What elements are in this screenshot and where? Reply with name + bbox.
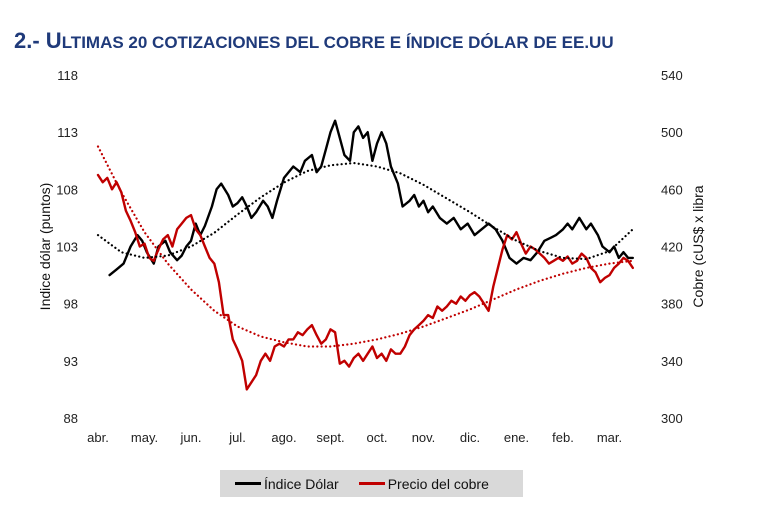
copper-price-line [96, 173, 634, 391]
y-right-tick-label: 500 [661, 125, 683, 140]
y-left-tick-label: 118 [57, 68, 78, 83]
x-tick-label: sept. [316, 430, 344, 445]
x-tick-label: nov. [412, 430, 436, 445]
y-right-tick-label: 420 [661, 240, 683, 255]
legend-swatch-dollar [235, 482, 261, 485]
y-left-tick-label: 108 [56, 182, 78, 197]
x-tick-label: jul. [228, 430, 246, 445]
x-tick-label: abr. [87, 430, 109, 445]
legend-item-dollar: Índice Dólar [235, 476, 339, 492]
chart-legend: Índice Dólar Precio del cobre [220, 470, 523, 497]
copper-trend-line [96, 145, 634, 348]
y-left-axis-title: Indice dólar (puntos) [37, 183, 53, 311]
dollar-index-line [108, 119, 634, 277]
y-left-tick-label: 103 [56, 240, 78, 255]
y-right-axis-title: Cobre (cUS$ x libra [690, 185, 706, 307]
x-tick-label: may. [131, 430, 158, 445]
legend-label-copper: Precio del cobre [387, 475, 489, 492]
x-tick-label: mar. [597, 430, 622, 445]
x-tick-label: jun. [180, 430, 202, 445]
title-prefix: 2.- U [14, 28, 62, 53]
chart-title: 2.- Ultimas 20 cotizaciones del cobre e … [14, 28, 614, 60]
y-left-tick-label: 113 [57, 125, 78, 140]
y-left-tick-label: 98 [64, 297, 78, 312]
legend-item-copper: Precio del cobre [358, 475, 489, 492]
x-tick-label: feb. [552, 430, 574, 445]
legend-swatch-copper [358, 482, 385, 485]
x-tick-label: oct. [367, 430, 388, 445]
y-right-tick-label: 340 [661, 354, 683, 369]
y-right-tick-label: 460 [661, 182, 683, 197]
y-right-tick-label: 540 [661, 68, 683, 83]
y-left-tick-label: 93 [64, 354, 78, 369]
x-tick-label: ago. [271, 430, 296, 445]
dollar-trend-line [96, 161, 634, 261]
title-text: ltimas 20 cotizaciones del cobre e índic… [61, 33, 614, 52]
y-left-tick-label: 88 [64, 411, 78, 426]
y-right-tick-label: 300 [661, 411, 683, 426]
x-tick-label: dic. [460, 430, 480, 445]
y-right-tick-label: 380 [661, 297, 683, 312]
legend-label-dollar: Índice Dólar [264, 475, 339, 492]
x-tick-label: ene. [504, 430, 529, 445]
